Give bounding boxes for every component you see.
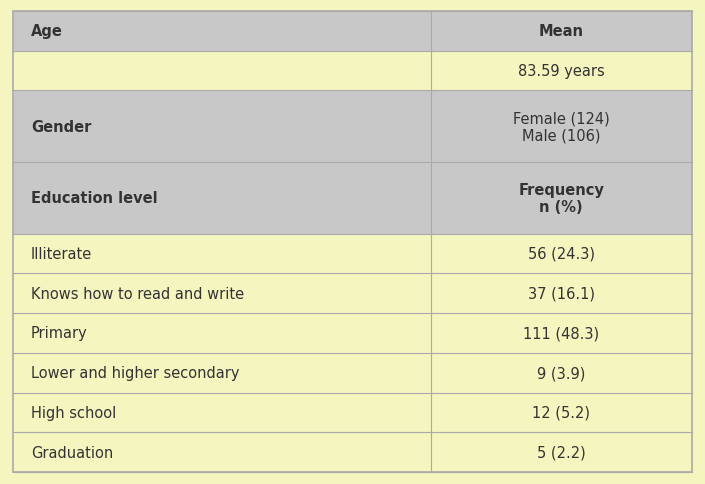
Bar [13, 393, 431, 432]
Text: 12 (5.2): 12 (5.2) [532, 405, 590, 420]
Text: High school: High school [31, 405, 116, 420]
Text: Age: Age [31, 24, 63, 39]
Text: 111 (48.3): 111 (48.3) [523, 326, 599, 341]
Bar [431, 12, 692, 52]
Text: 5 (2.2): 5 (2.2) [537, 445, 586, 460]
Bar [13, 353, 431, 393]
Text: Graduation: Graduation [31, 445, 114, 460]
Bar [13, 274, 431, 313]
Text: 37 (16.1): 37 (16.1) [528, 286, 595, 301]
Text: Primary: Primary [31, 326, 87, 341]
Text: 56 (24.3): 56 (24.3) [528, 246, 595, 261]
Bar [431, 163, 692, 234]
Bar [431, 91, 692, 163]
Text: Illiterate: Illiterate [31, 246, 92, 261]
Bar [431, 393, 692, 432]
Bar [431, 234, 692, 274]
Text: Education level: Education level [31, 191, 158, 206]
Text: Frequency
n (%): Frequency n (%) [518, 182, 604, 214]
Bar [431, 274, 692, 313]
Bar [431, 52, 692, 91]
Bar [431, 313, 692, 353]
Text: Lower and higher secondary: Lower and higher secondary [31, 365, 240, 380]
Bar [13, 91, 431, 163]
Bar [13, 432, 431, 472]
Bar [431, 432, 692, 472]
Bar [13, 52, 431, 91]
Text: Female (124)
Male (106): Female (124) Male (106) [513, 111, 610, 143]
Bar [13, 12, 431, 52]
Bar [13, 163, 431, 234]
Text: 83.59 years: 83.59 years [518, 64, 605, 79]
Bar [13, 313, 431, 353]
Text: Mean: Mean [539, 24, 584, 39]
Text: 9 (3.9): 9 (3.9) [537, 365, 585, 380]
Text: Knows how to read and write: Knows how to read and write [31, 286, 244, 301]
Bar [13, 234, 431, 274]
Text: Gender: Gender [31, 120, 92, 135]
Bar [431, 353, 692, 393]
